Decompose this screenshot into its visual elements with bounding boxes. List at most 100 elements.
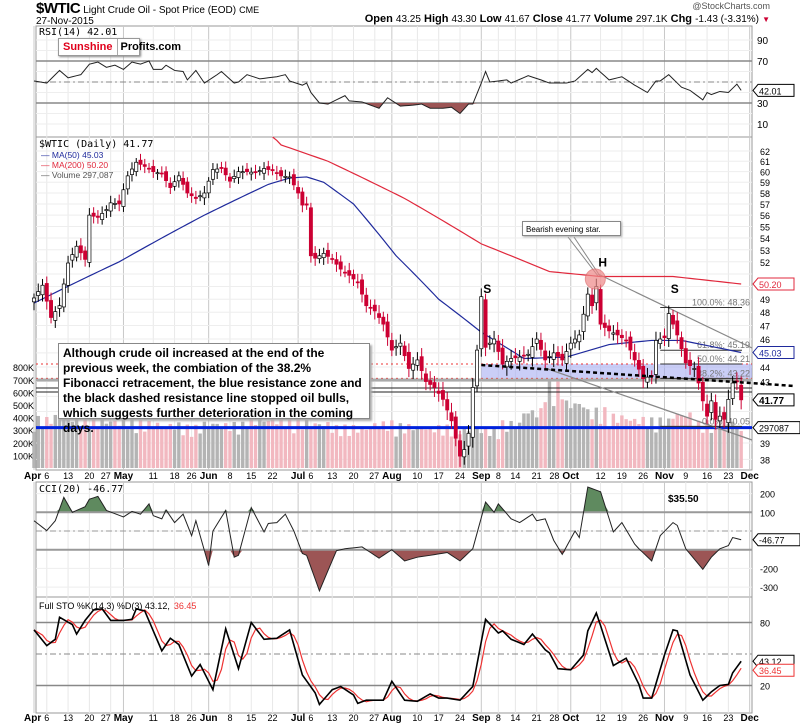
- candle-body: [398, 342, 403, 347]
- volume-bar: [296, 418, 300, 468]
- candle-body: [87, 214, 92, 263]
- volume-bar: [543, 402, 547, 468]
- candle-body: [611, 332, 616, 335]
- volume-bar: [492, 427, 496, 468]
- candle-body: [458, 440, 462, 457]
- date-tick-label: 22: [268, 471, 278, 481]
- volume-bar: [351, 424, 356, 468]
- date-tick-label: 13: [63, 471, 73, 481]
- sto-k-tag: 43.12: [759, 657, 782, 667]
- candle-body: [730, 382, 735, 399]
- date-tick-label: 12: [596, 713, 606, 723]
- date-tick-label: 6: [308, 713, 313, 723]
- volume-bar: [57, 416, 62, 468]
- cci-axis-label: 200: [760, 490, 775, 500]
- volume-bar: [530, 410, 535, 468]
- candle-body: [147, 167, 151, 170]
- date-tick-label: 21: [532, 471, 542, 481]
- pattern-label: S: [671, 282, 679, 296]
- volume-bar: [569, 408, 573, 468]
- candle-body: [406, 351, 411, 369]
- volume-bar: [696, 420, 701, 468]
- volume-bar: [147, 421, 151, 468]
- volume-bar: [556, 381, 560, 468]
- date-tick-label: 14: [510, 713, 520, 723]
- candle-body: [266, 166, 271, 170]
- candle-body: [470, 387, 475, 438]
- volume-bar: [709, 432, 714, 468]
- candle-body: [483, 299, 488, 348]
- volume-bar: [381, 421, 386, 468]
- candle-body: [479, 296, 484, 350]
- candle-body: [700, 381, 705, 402]
- volume-label: Volume: [593, 13, 633, 25]
- date-tick-label: 20: [348, 471, 358, 481]
- volume-bar: [228, 431, 232, 468]
- volume-bar: [275, 424, 279, 468]
- candle-body: [287, 176, 292, 179]
- volume-bar: [726, 423, 731, 468]
- candle-body: [517, 356, 522, 362]
- volume-bar: [534, 417, 539, 468]
- open-label: Open: [364, 13, 393, 25]
- ma200-value-tag: 50.20: [759, 280, 782, 290]
- candle-body: [78, 245, 83, 254]
- candle-body: [492, 338, 497, 345]
- candle-body: [590, 294, 595, 307]
- candle-body: [696, 365, 701, 384]
- candle-body: [441, 390, 445, 400]
- volume-bar: [471, 429, 475, 468]
- candle-body: [210, 169, 215, 180]
- candle-body: [560, 353, 565, 361]
- volume-bar: [628, 420, 633, 468]
- candle-body: [636, 360, 641, 370]
- date-tick-label: 23: [723, 713, 733, 723]
- volume-bar: [32, 431, 36, 468]
- volume-bar: [671, 418, 675, 468]
- rsi-axis-label: 70: [757, 57, 769, 68]
- candle-body: [551, 352, 556, 360]
- candle-body: [70, 254, 75, 261]
- volume-bar: [449, 436, 454, 468]
- rsi-axis-label: 90: [757, 36, 769, 47]
- cci-title: CCI(20) -46.77: [39, 484, 123, 495]
- panel-frame: [35, 481, 753, 598]
- volume-bar: [705, 420, 709, 468]
- date-tick-label: Jun: [200, 713, 218, 724]
- candle-body: [176, 175, 181, 182]
- ma50-value-tag: 45.03: [759, 348, 782, 358]
- candle-body: [372, 304, 377, 312]
- date-tick-label: 24: [455, 471, 465, 481]
- volume-bar: [688, 412, 692, 468]
- price-axis-label: 54: [760, 234, 770, 244]
- candle-body: [713, 402, 718, 420]
- candle-body: [436, 390, 441, 394]
- high-value: 43.30: [451, 14, 477, 25]
- date-tick-label: 23: [723, 471, 733, 481]
- candle-body: [164, 171, 169, 181]
- date-tick-label: 27: [369, 471, 379, 481]
- volume-axis-label: 500K: [13, 401, 34, 411]
- date-tick-label: Nov: [655, 471, 674, 482]
- cci-value-tag: -46.77: [759, 536, 785, 546]
- candle-body: [688, 359, 692, 366]
- candle-body: [573, 338, 577, 344]
- candle-body: [364, 294, 369, 307]
- volume-bar: [500, 420, 505, 468]
- date-tick-label: 26: [638, 713, 648, 723]
- volume-bar: [130, 418, 134, 468]
- fibonacci-label: 100.0%: 48.36: [692, 298, 750, 308]
- volume-bar: [219, 426, 224, 468]
- candle-body: [513, 355, 518, 359]
- candle-body: [462, 449, 467, 458]
- price-axis-label: 48: [760, 308, 770, 318]
- volume-bar: [394, 436, 398, 468]
- volume-bar: [249, 416, 253, 468]
- candle-body: [607, 325, 612, 332]
- analysis-annotation: Although crude oil increased at the end …: [58, 343, 370, 435]
- ma200-value-tag-box: [752, 277, 795, 291]
- candle-body: [53, 311, 58, 321]
- volume-bar: [339, 436, 343, 468]
- panel-frame: [35, 596, 753, 714]
- date-tick-label: 10: [412, 471, 422, 481]
